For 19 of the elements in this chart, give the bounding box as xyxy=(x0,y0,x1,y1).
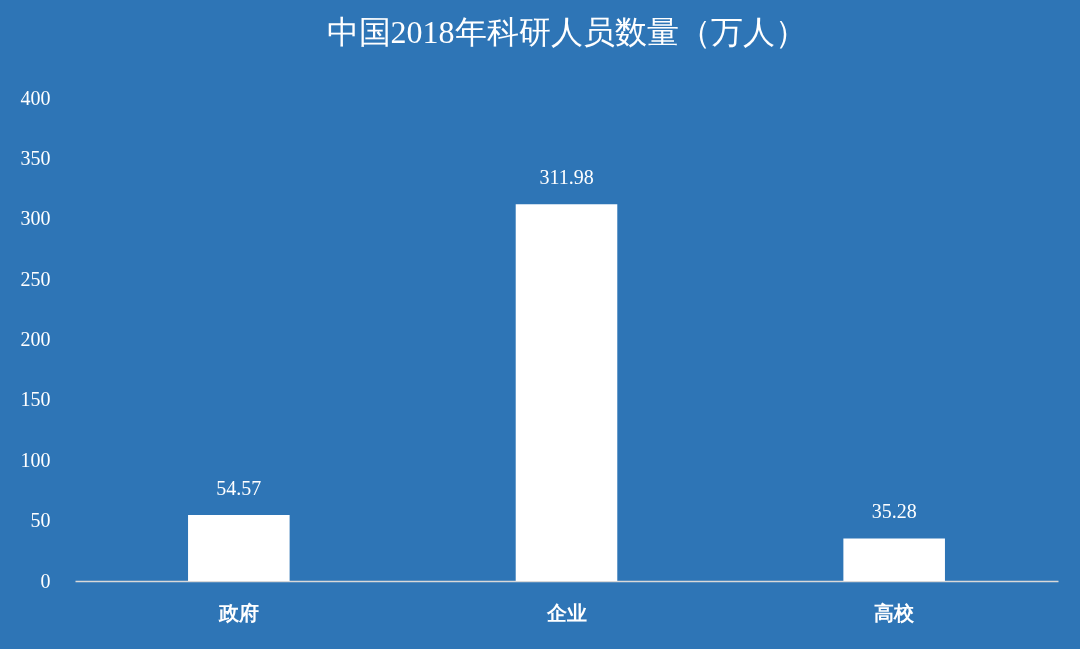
y-tick-label: 100 xyxy=(20,448,51,471)
y-tick-label: 0 xyxy=(40,569,51,592)
y-tick-label: 300 xyxy=(20,207,51,230)
y-tick-label: 200 xyxy=(20,328,51,350)
y-tick-label: 400 xyxy=(20,86,51,109)
data-label: 54.57 xyxy=(216,477,262,500)
x-tick-label: 高校 xyxy=(874,601,916,624)
bar xyxy=(188,515,290,581)
y-tick-label: 350 xyxy=(20,146,51,169)
chart-title: 中国2018年科研人员数量（万人） xyxy=(326,14,807,50)
x-tick-label: 政府 xyxy=(217,601,259,624)
y-tick-label: 250 xyxy=(20,267,51,290)
data-label: 311.98 xyxy=(539,166,594,189)
y-tick-label: 150 xyxy=(20,388,51,411)
bar xyxy=(515,204,618,581)
bar xyxy=(843,538,945,581)
y-tick-label: 50 xyxy=(30,509,51,532)
x-tick-label: 企业 xyxy=(545,601,587,624)
data-label: 35.28 xyxy=(871,500,917,523)
